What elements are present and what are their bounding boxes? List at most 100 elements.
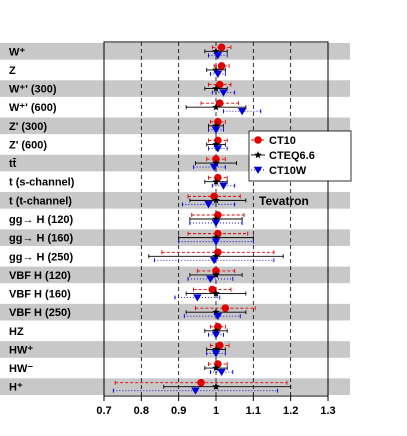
tick-label: 0.8 xyxy=(134,405,149,417)
row-band-right xyxy=(328,117,350,135)
row-band-right xyxy=(328,43,350,60)
legend: CT10 CTEQ6.6 CT10W xyxy=(248,130,352,182)
cteq66-point xyxy=(212,289,220,297)
cteq66-point xyxy=(254,151,262,159)
ct10w-point xyxy=(211,331,221,339)
cteq66-point xyxy=(212,308,220,316)
cteq66-point xyxy=(212,159,220,167)
tick-label: 1.2 xyxy=(283,405,298,417)
row-label: gg→ H (250) xyxy=(9,251,74,263)
cteq66-point xyxy=(212,364,220,372)
ct10w-point xyxy=(209,163,219,172)
ct10-legend-label: CT10 xyxy=(269,135,296,147)
row-label: VBF H (250) xyxy=(9,307,71,319)
row-label: t (s-channel) xyxy=(9,177,75,189)
row-band-right xyxy=(328,341,350,358)
row-label: HW⁺ xyxy=(9,344,33,356)
cteq66-legend-label: CTEQ6.6 xyxy=(269,150,315,162)
tick-label: 0.9 xyxy=(171,405,186,417)
ct10w-point xyxy=(193,294,202,302)
ct10w-point xyxy=(211,219,221,227)
row-band-left xyxy=(0,341,104,358)
row-label: Z' (600) xyxy=(9,139,47,151)
row-band-left xyxy=(0,80,104,97)
row-label: t (t-channel) xyxy=(9,195,72,207)
row-band-right xyxy=(328,229,350,246)
cteq66-point xyxy=(212,196,220,204)
row-label: W⁺' (300) xyxy=(9,84,57,96)
row-band-right xyxy=(328,266,350,284)
cteq66-point xyxy=(212,47,220,55)
row-band-right xyxy=(328,192,350,209)
ct10-point xyxy=(197,378,205,387)
ct10w-point xyxy=(217,368,226,377)
cteq66-point xyxy=(212,103,220,111)
ct10-point xyxy=(217,43,226,52)
x-axis-ticks: 0.7 0.8 0.9 1 1.1 1.2 1.3 xyxy=(96,396,336,417)
row-band-right xyxy=(328,303,350,321)
ct10w-point xyxy=(211,126,221,134)
row-band-right xyxy=(328,80,350,97)
ct10w-point xyxy=(191,387,200,395)
ct10w-point xyxy=(219,182,228,190)
ct10-point xyxy=(254,136,262,144)
ct10w-point xyxy=(213,145,223,153)
ct10w-point xyxy=(253,166,263,174)
cteq66-point xyxy=(212,326,220,335)
ct10-point xyxy=(215,99,224,108)
row-band-left xyxy=(0,378,104,395)
tick-label: 1 xyxy=(213,405,219,417)
row-label: VBF H (120) xyxy=(9,270,71,282)
ct10w-point xyxy=(237,108,247,116)
ct10w-point xyxy=(206,275,215,283)
ct10-point xyxy=(221,304,230,312)
data-marks xyxy=(112,43,292,395)
ct10w-point xyxy=(204,201,213,209)
tevatron-annotation: Tevatron xyxy=(259,194,309,208)
row-band-right xyxy=(328,378,350,395)
ct10w-point xyxy=(213,70,223,78)
legend-box xyxy=(248,130,352,182)
ct10-point xyxy=(217,62,226,70)
cteq66-point xyxy=(212,84,220,92)
ct10-point xyxy=(212,155,220,163)
row-band-left xyxy=(0,43,104,60)
row-label: Z xyxy=(9,65,16,77)
tick-label: 0.7 xyxy=(96,405,111,417)
row-label: gg→ H (160) xyxy=(9,233,74,245)
cteq66-point xyxy=(212,345,220,353)
cteq66-point xyxy=(212,177,220,185)
ct10-point xyxy=(215,341,224,350)
ct10w-legend-label: CT10W xyxy=(269,165,307,177)
row-label: VBF H (160) xyxy=(9,289,71,301)
row-labels: W⁺ Z W⁺' (300) W⁺' (600) Z' (300) Z' (600) tt̄… xyxy=(9,46,75,393)
ct10w-point xyxy=(219,89,228,97)
row-band-left xyxy=(0,154,104,172)
ct10w-point xyxy=(211,238,221,246)
cteq66-point xyxy=(212,270,220,279)
tick-label: 1.1 xyxy=(246,405,261,417)
row-label: W⁺ xyxy=(9,46,25,58)
ct10-point xyxy=(215,80,224,89)
cteq66-point xyxy=(212,121,220,130)
row-band-left xyxy=(0,229,104,246)
cteq66-point xyxy=(212,65,220,74)
row-label: tt̄ xyxy=(9,158,17,170)
cteq66-point xyxy=(212,215,220,223)
cteq66-point xyxy=(212,382,220,390)
ct10w-point xyxy=(209,257,219,265)
ct10-point xyxy=(208,285,217,294)
row-label: Z' (300) xyxy=(9,121,47,133)
row-label: H⁺ xyxy=(9,382,23,394)
tick-label: 1.3 xyxy=(320,405,335,417)
row-band-left xyxy=(0,303,104,321)
cteq66-point xyxy=(212,140,220,148)
ct10w-point xyxy=(213,52,223,60)
row-label: HW⁻ xyxy=(9,363,33,375)
row-band-left xyxy=(0,192,104,209)
ct10w-point xyxy=(211,350,221,358)
row-label: gg→ H (120) xyxy=(9,214,74,226)
cteq66-point xyxy=(212,252,220,260)
row-band-left xyxy=(0,117,104,135)
